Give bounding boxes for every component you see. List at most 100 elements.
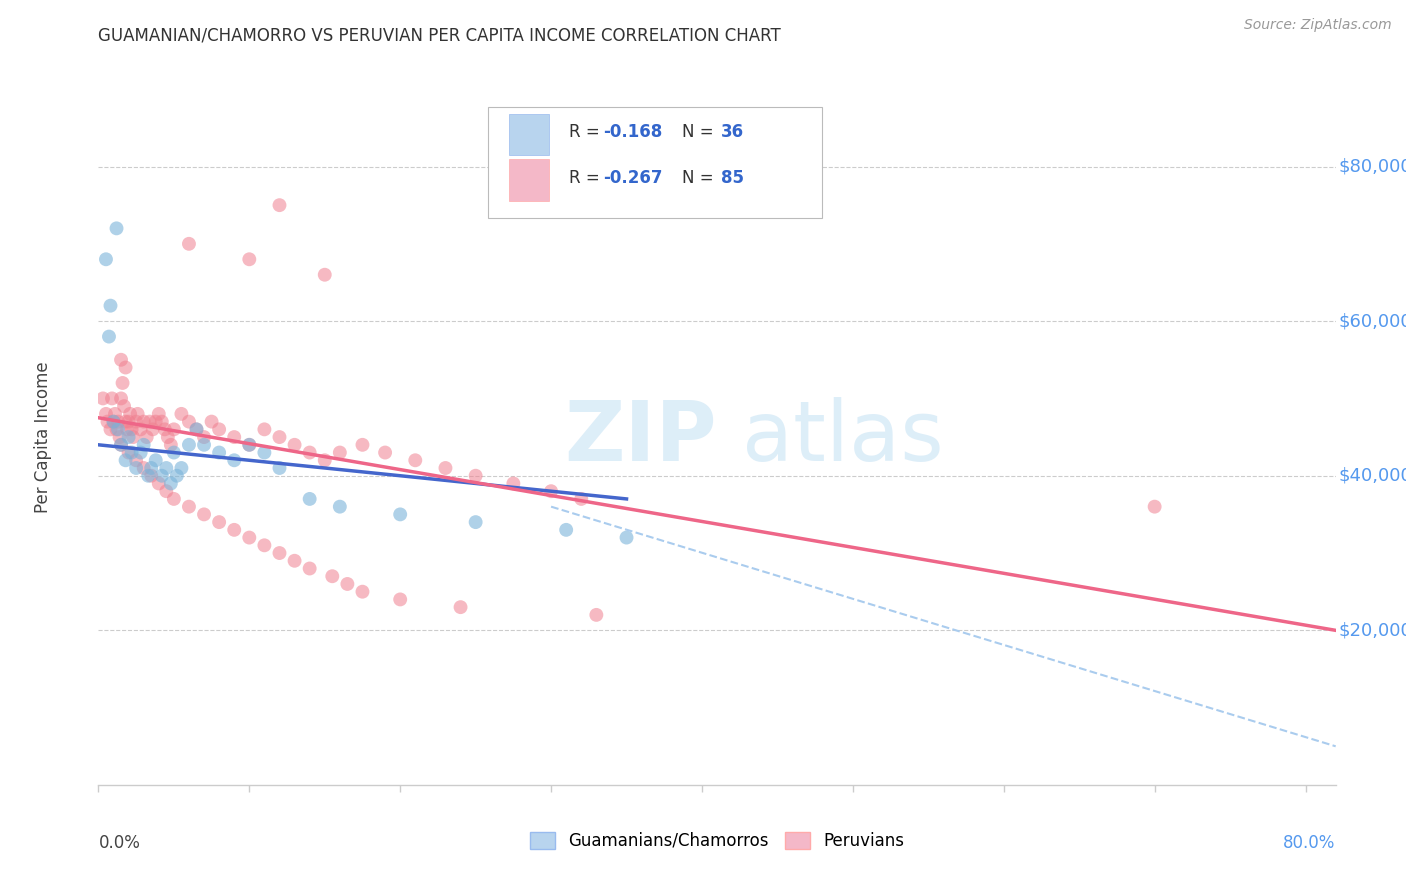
Text: Per Capita Income: Per Capita Income bbox=[34, 361, 52, 513]
Point bbox=[110, 352, 132, 367]
Text: $80,000: $80,000 bbox=[1339, 158, 1406, 176]
Point bbox=[177, 500, 200, 514]
Point bbox=[98, 329, 121, 343]
Point bbox=[114, 360, 136, 375]
Point bbox=[108, 430, 131, 444]
Point bbox=[104, 407, 127, 421]
Point bbox=[404, 453, 426, 467]
Point bbox=[155, 484, 177, 499]
Point bbox=[121, 422, 143, 436]
Point bbox=[142, 422, 165, 436]
Point bbox=[555, 523, 578, 537]
Point bbox=[238, 438, 260, 452]
Point bbox=[96, 415, 118, 429]
Point bbox=[253, 422, 276, 436]
Text: $20,000: $20,000 bbox=[1339, 622, 1406, 640]
Point bbox=[269, 430, 291, 444]
Point bbox=[111, 376, 134, 390]
Point bbox=[1143, 500, 1166, 514]
Point bbox=[329, 500, 352, 514]
Point bbox=[163, 491, 186, 506]
Point bbox=[110, 438, 132, 452]
Text: R =: R = bbox=[568, 123, 605, 141]
Point bbox=[193, 438, 215, 452]
Point bbox=[374, 445, 396, 459]
Point bbox=[208, 445, 231, 459]
Point bbox=[136, 468, 159, 483]
Point bbox=[94, 252, 117, 267]
Point bbox=[148, 407, 170, 421]
Point bbox=[117, 415, 139, 429]
Point bbox=[224, 430, 246, 444]
Point bbox=[238, 438, 260, 452]
Point bbox=[177, 236, 200, 251]
Point bbox=[145, 453, 167, 467]
Point bbox=[141, 461, 163, 475]
Point bbox=[135, 430, 157, 444]
Point bbox=[389, 592, 412, 607]
Point bbox=[148, 476, 170, 491]
Text: 80.0%: 80.0% bbox=[1284, 834, 1336, 852]
Point bbox=[464, 468, 486, 483]
Point bbox=[115, 422, 138, 436]
Point bbox=[103, 415, 125, 429]
Text: GUAMANIAN/CHAMORRO VS PERUVIAN PER CAPITA INCOME CORRELATION CHART: GUAMANIAN/CHAMORRO VS PERUVIAN PER CAPIT… bbox=[98, 27, 782, 45]
Point bbox=[540, 484, 562, 499]
Point bbox=[155, 461, 177, 475]
Point bbox=[127, 407, 149, 421]
Text: atlas: atlas bbox=[742, 397, 943, 477]
Point bbox=[129, 445, 152, 459]
Text: N =: N = bbox=[682, 169, 720, 187]
Point bbox=[160, 438, 183, 452]
Point bbox=[105, 221, 128, 235]
Point bbox=[125, 461, 148, 475]
Point bbox=[352, 584, 374, 599]
Point bbox=[298, 491, 321, 506]
Point bbox=[314, 453, 336, 467]
Point bbox=[156, 430, 179, 444]
Point bbox=[117, 430, 139, 444]
Point bbox=[114, 453, 136, 467]
Point bbox=[100, 422, 122, 436]
Point bbox=[160, 476, 183, 491]
Point bbox=[224, 453, 246, 467]
Point bbox=[170, 461, 193, 475]
Point bbox=[269, 198, 291, 212]
Point bbox=[122, 430, 145, 444]
Point bbox=[329, 445, 352, 459]
FancyBboxPatch shape bbox=[509, 113, 548, 155]
Point bbox=[269, 546, 291, 560]
Point bbox=[224, 523, 246, 537]
Point bbox=[117, 445, 139, 459]
Point bbox=[112, 399, 135, 413]
Point bbox=[150, 468, 173, 483]
Point bbox=[321, 569, 343, 583]
Point bbox=[352, 438, 374, 452]
Point bbox=[107, 415, 129, 429]
Point bbox=[193, 430, 215, 444]
Point bbox=[138, 415, 160, 429]
Point bbox=[200, 415, 222, 429]
Point bbox=[129, 422, 152, 436]
Point bbox=[141, 468, 163, 483]
Point bbox=[269, 461, 291, 475]
Point bbox=[298, 445, 321, 459]
Legend: Guamanians/Chamorros, Peruvians: Guamanians/Chamorros, Peruvians bbox=[523, 825, 911, 856]
Point bbox=[132, 461, 155, 475]
FancyBboxPatch shape bbox=[488, 106, 823, 218]
Text: -0.267: -0.267 bbox=[603, 169, 662, 187]
Point bbox=[121, 445, 143, 459]
Text: 0.0%: 0.0% bbox=[98, 834, 141, 852]
Point bbox=[177, 438, 200, 452]
Point bbox=[434, 461, 457, 475]
Point bbox=[193, 508, 215, 522]
Point bbox=[110, 438, 132, 452]
Text: N =: N = bbox=[682, 123, 720, 141]
Point bbox=[253, 538, 276, 552]
Point bbox=[163, 445, 186, 459]
Point bbox=[170, 407, 193, 421]
Point bbox=[284, 438, 307, 452]
Text: -0.168: -0.168 bbox=[603, 123, 662, 141]
Point bbox=[120, 407, 142, 421]
Point bbox=[186, 422, 208, 436]
